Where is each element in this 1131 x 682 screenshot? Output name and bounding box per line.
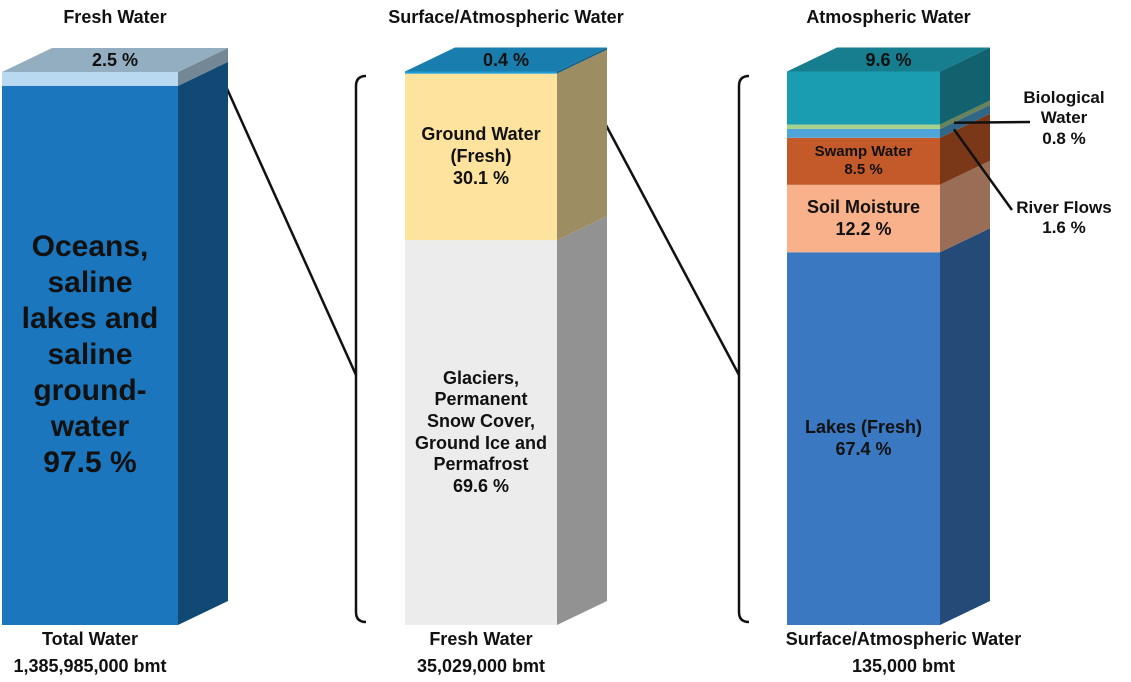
bar-side — [940, 228, 990, 625]
segment-value: 12.2 % — [835, 218, 892, 239]
x-tick-label: Surface/Atmospheric Water — [785, 629, 1022, 650]
bar-side — [178, 61, 228, 625]
segment-label: Swamp Water 8.5 % — [787, 138, 940, 185]
segment-name: Glaciers, Permanent Snow Cover, Ground I… — [414, 367, 547, 475]
segment-value: 0.4 % — [482, 49, 530, 70]
x-tick-label: Fresh Water — [429, 629, 533, 650]
bracket — [737, 74, 750, 624]
segment-name: Lakes (Fresh) — [804, 417, 923, 438]
segment-label: Soil Moisture 12.2 % — [787, 185, 940, 252]
segment-value: 2.5 % — [91, 50, 139, 71]
bar-side — [940, 160, 990, 253]
segment-value: 9.6 % — [865, 49, 912, 70]
bar-segment — [787, 184, 940, 253]
bar-segment — [787, 137, 940, 185]
bar-side — [557, 49, 607, 241]
bar-side — [940, 113, 990, 185]
x-tick-label: Total Water — [41, 629, 138, 650]
bar-side — [557, 47, 607, 74]
segment-name: Fresh Water — [63, 7, 167, 28]
segment-name: Ground Water (Fresh) — [421, 124, 541, 167]
segment-label: River Flows 1.6 % — [1000, 198, 1128, 239]
bar-segment — [787, 71, 940, 125]
segment-label: Ground Water (Fresh) 30.1 % — [405, 74, 557, 240]
segment-value: 8.5 % — [844, 161, 883, 179]
segment-value: 0.8 % — [1042, 128, 1086, 148]
segment-name: Atmospheric Water — [806, 7, 971, 28]
bar-total: 1,385,985,000 bmt — [13, 656, 167, 677]
bar-segment — [405, 71, 557, 74]
bar-segment — [2, 72, 178, 86]
bar-segment — [787, 252, 940, 625]
bar-segment — [787, 124, 940, 129]
callout-line — [953, 120, 1031, 124]
bar-segment — [2, 85, 178, 625]
connectors — [213, 61, 750, 624]
segment-value: 1.6 % — [1042, 218, 1086, 238]
segment-label: Biological Water 0.8 % — [1000, 88, 1128, 149]
segment-value: 30.1 % — [452, 167, 510, 188]
bar-total: 35,029,000 bmt — [416, 656, 546, 677]
bar-top — [405, 47, 607, 72]
connector-line — [580, 79, 741, 376]
callout-line — [952, 128, 1014, 211]
bar-total: 135,000 bmt — [851, 656, 956, 677]
bar-top — [787, 47, 990, 72]
bracket — [354, 74, 367, 624]
segment-value: 67.4 % — [835, 438, 892, 459]
bar-side — [940, 104, 990, 138]
segment-name: Swamp Water — [814, 143, 913, 161]
segment-label: Glaciers, Permanent Snow Cover, Ground I… — [405, 240, 557, 625]
bar-segment — [405, 240, 557, 625]
segment-label: Lakes (Fresh) 67.4 % — [787, 252, 940, 625]
segment-value: 69.6 % — [452, 475, 510, 496]
segment-name: River Flows — [1016, 198, 1112, 217]
segment-name: Biological Water — [1023, 88, 1105, 128]
segment-name: Soil Moisture — [806, 196, 920, 217]
segment-name: Oceans, saline lakes and saline ground-w… — [21, 230, 159, 444]
bar-top — [2, 48, 228, 72]
bar-side — [940, 100, 990, 129]
segment-value: 97.5 % — [43, 446, 137, 480]
bar-side — [940, 47, 990, 125]
connector-line — [213, 61, 358, 376]
segment-label: Oceans, saline lakes and saline ground-w… — [2, 86, 178, 625]
bar-side — [178, 48, 228, 86]
bar-segment — [787, 128, 940, 138]
bar-segment — [405, 73, 557, 241]
bar-side — [557, 216, 607, 625]
segment-name: Surface/Atmospheric Water — [388, 7, 624, 28]
